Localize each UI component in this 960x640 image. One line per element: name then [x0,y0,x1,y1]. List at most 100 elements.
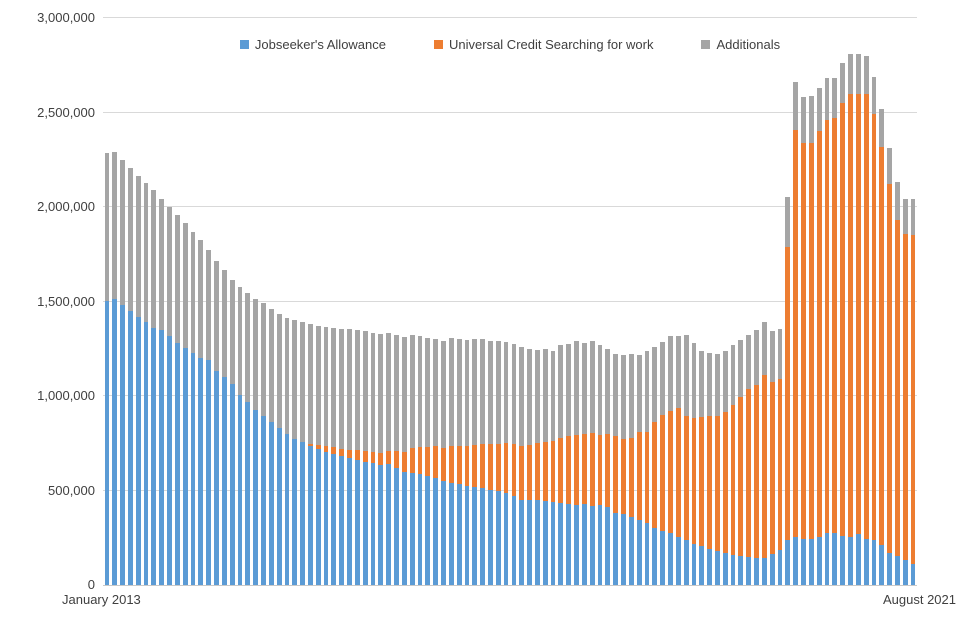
bar-segment [581,433,587,504]
bar-segment [284,317,290,434]
bar-group [135,175,141,585]
bar-segment [574,434,579,505]
bar-segment [237,394,243,585]
bar-segment [550,440,556,503]
bar-segment [777,328,783,380]
bar-segment [613,513,619,585]
bar-segment [174,342,180,585]
bar-segment [730,554,736,585]
bar-group [495,341,501,585]
bar-group [206,249,212,585]
bar-segment [339,329,345,449]
bar-segment [135,175,141,317]
bar-segment [730,344,736,405]
bar-segment [863,93,869,540]
bar-group [112,152,118,585]
bar-segment [308,443,313,447]
bar-group [339,329,345,585]
bar-segment [621,514,626,585]
bar-segment [276,313,282,429]
bar-segment [488,444,493,490]
bar-segment [597,344,603,435]
y-axis-tick-label: 1,500,000 [37,293,95,309]
bar-segment [534,499,540,585]
bar-group [581,342,587,585]
bar-segment [112,152,118,300]
bar-segment [816,87,822,132]
bar-group [308,324,313,585]
bar-segment [738,555,744,585]
gridline [103,17,917,18]
bar-group [456,338,462,585]
bar-group [542,348,548,585]
bar-segment [511,495,517,585]
bar-segment [323,327,329,447]
gridline [103,206,917,207]
bar-segment [347,449,352,458]
bar-group [527,348,532,585]
bar-segment [534,349,540,444]
bar-group [143,183,149,585]
bar-segment [644,431,650,523]
bar-segment [214,371,219,585]
bar-segment [879,146,885,546]
bar-segment [143,183,149,323]
bar-segment [370,451,376,464]
bar-segment [785,246,791,540]
bar-segment [801,142,806,540]
bar-segment [331,447,337,454]
bar-segment [848,93,853,538]
bar-segment [793,537,799,585]
bar-segment [566,503,572,585]
bar-group [127,168,133,585]
bar-segment [245,293,251,403]
bar-segment [253,298,259,411]
bar-segment [409,447,415,473]
bar-segment [652,421,658,529]
bar-group [887,148,892,585]
bar-group [566,343,572,585]
bar-group [433,338,439,585]
bar-segment [448,482,454,585]
bar-segment [167,207,172,336]
legend-swatch-icon [434,39,444,49]
bar-segment [902,234,908,561]
bar-segment [738,339,744,397]
bar-segment [417,336,423,448]
bar-segment [441,481,446,585]
bar-segment [386,464,392,585]
bar-segment [793,82,799,130]
bar-segment [699,416,705,547]
plot-area [103,17,917,586]
bar-group [167,207,172,585]
bar-segment [808,539,814,585]
bar-segment [715,415,720,551]
bar-group [730,344,736,585]
gridline [103,300,917,302]
bar-segment [182,223,188,349]
bar-segment [441,448,446,482]
bar-segment [527,500,532,585]
bar-group [675,336,681,585]
bar-group [668,335,673,585]
bar-segment [151,327,157,585]
bar-segment [542,500,548,585]
bar-segment [519,347,525,446]
bar-segment [824,120,830,534]
bar-segment [527,445,532,501]
bar-segment [785,539,791,585]
bar-segment [910,199,916,236]
bar-segment [816,131,822,538]
bar-group [910,199,916,585]
y-axis-tick-label: 1,000,000 [37,388,95,403]
bar-segment [198,358,204,585]
bar-segment [151,190,157,328]
bar-segment [832,532,838,585]
bar-segment [347,457,352,585]
bar-segment [887,148,892,185]
bar-segment [206,360,212,585]
bar-group [895,182,900,585]
bar-segment [511,343,517,445]
bar-segment [605,506,611,585]
bar-group [550,350,556,585]
